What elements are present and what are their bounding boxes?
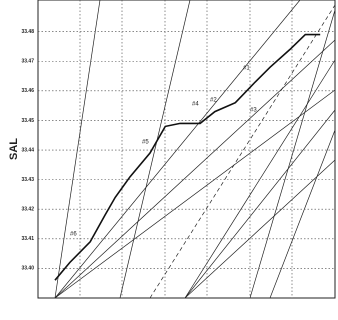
y-tick-label: 33.46 [21,88,34,94]
annotation: #4 [192,102,199,108]
annotation: #2 [210,98,217,104]
y-tick-label: 33.44 [21,147,34,153]
y-tick-label: 33.43 [21,177,34,183]
annotation: #3 [250,108,257,114]
y-axis-label: SAL [8,138,20,160]
y-tick-label: 33.42 [21,207,34,213]
y-tick-label: 33.40 [21,266,34,272]
data-line [54,33,321,281]
y-tick-label: 33.47 [21,59,34,65]
annotation: #6 [70,232,77,238]
annotation: #1 [243,66,250,72]
y-tick-label: 33.48 [21,29,34,35]
guide-lines [54,0,336,299]
y-tick-label: 33.45 [21,118,34,124]
annotation: #5 [142,140,149,146]
y-tick-label: 33.41 [21,236,34,242]
plot-frame [37,0,336,299]
